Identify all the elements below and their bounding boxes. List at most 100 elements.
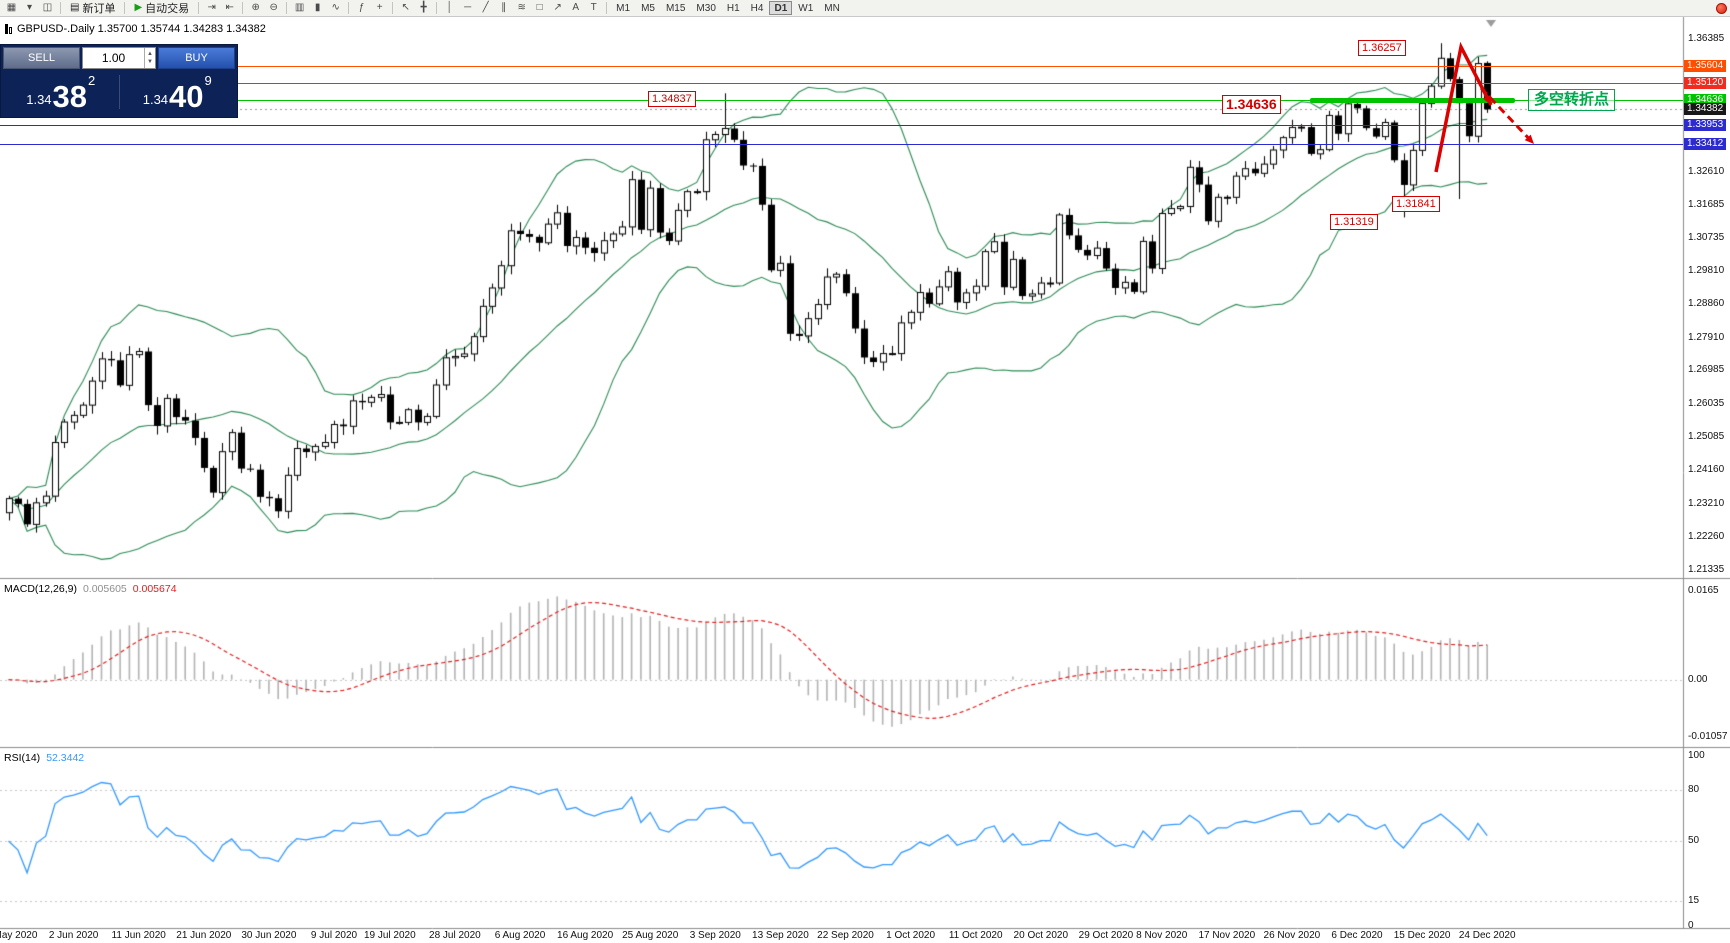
- zoom-out-button[interactable]: ⊖: [265, 1, 282, 16]
- auto-trading-label: 自动交易: [145, 3, 190, 15]
- price-label-annotation[interactable]: 1.34636: [1222, 95, 1281, 114]
- alerts-icon[interactable]: [1716, 2, 1727, 14]
- text-icon: A: [572, 2, 579, 13]
- macd-axis-label: 0.0165: [1688, 584, 1719, 596]
- price-axis-label: 1.26035: [1688, 397, 1725, 409]
- toolbar-separator: [392, 2, 394, 14]
- new-chart-icon: ▦: [6, 2, 17, 13]
- rsi-panel-splitter[interactable]: [0, 745, 1730, 750]
- price-axis-tag: 1.35120: [1684, 77, 1727, 90]
- line-chart-mode-icon: ∿: [331, 2, 340, 13]
- timeframe-m15-button[interactable]: M15: [661, 1, 690, 15]
- vertical-line-icon: │: [446, 2, 453, 13]
- macd-axis-label: -0.01057: [1688, 730, 1728, 742]
- price-axis-label: 1.36385: [1688, 32, 1725, 44]
- price-label-annotation[interactable]: 1.31319: [1330, 214, 1378, 230]
- zoom-in-button[interactable]: ⊕: [247, 1, 264, 16]
- new-chart-menu-button[interactable]: ▾: [21, 1, 38, 16]
- lot-size-field[interactable]: 1.00 ▲ ▼: [82, 47, 156, 69]
- horizontal-line-object[interactable]: [0, 125, 1683, 126]
- lot-increase-icon[interactable]: ▲: [147, 51, 153, 57]
- timeframe-mn-button[interactable]: MN: [819, 1, 845, 15]
- toolbar-separator: [124, 2, 126, 14]
- lot-size-value[interactable]: 1.00: [101, 51, 126, 65]
- toolbar-separator: [286, 2, 288, 14]
- price-axis-label: 1.30735: [1688, 232, 1725, 244]
- timeframe-m1-button[interactable]: M1: [611, 1, 635, 15]
- price-axis-tag: 1.35604: [1684, 60, 1727, 73]
- macd-main-value: 0.005605: [82, 583, 127, 595]
- line-chart-mode-button[interactable]: ∿: [327, 1, 344, 16]
- buy-price[interactable]: 1.34 40 9: [120, 69, 236, 115]
- fibonacci-button[interactable]: ≋: [513, 1, 530, 16]
- candlestick-mode-icon: ▮: [314, 2, 321, 13]
- timeframe-w1-button[interactable]: W1: [793, 1, 818, 15]
- timeframe-m5-button[interactable]: M5: [636, 1, 660, 15]
- rsi-value: 52.3442: [46, 752, 85, 764]
- add-indicator-icon: +: [376, 2, 383, 13]
- arrows-tool-button[interactable]: ↗: [549, 1, 566, 16]
- chart-shift-button[interactable]: ⇤: [221, 1, 238, 16]
- new-chart-button[interactable]: ▦: [3, 1, 20, 16]
- cursor-button[interactable]: ↖: [397, 1, 414, 16]
- horizontal-line-object[interactable]: [0, 83, 1683, 84]
- time-axis-label: 16 Aug 2020: [557, 930, 614, 941]
- time-axis-label: 8 Nov 2020: [1136, 930, 1188, 941]
- new-order-label: 新订单: [82, 3, 116, 15]
- indicators-button[interactable]: ƒ: [353, 1, 370, 16]
- toolbar-separator: [436, 2, 438, 14]
- support-zone-line[interactable]: [1310, 98, 1515, 103]
- horizontal-line-object[interactable]: [0, 66, 1683, 67]
- new-chart-menu-icon: ▾: [26, 2, 33, 13]
- time-axis-label: 29 Oct 2020: [1078, 930, 1134, 941]
- horizontal-line-button[interactable]: ─: [459, 1, 476, 16]
- add-indicator-button[interactable]: +: [371, 1, 388, 16]
- text-button[interactable]: A: [567, 1, 584, 16]
- timeframe-h4-button[interactable]: H4: [746, 1, 769, 15]
- price-axis-label: 1.31685: [1688, 198, 1725, 210]
- time-axis-label: 11 Jun 2020: [111, 930, 166, 941]
- timeframe-m30-button[interactable]: M30: [691, 1, 720, 15]
- scroll-to-end-button[interactable]: ⇥: [203, 1, 220, 16]
- chart-title: GBPUSD-.Daily 1.35700 1.35744 1.34283 1.…: [5, 23, 266, 35]
- macd-panel-splitter[interactable]: [0, 576, 1730, 581]
- price-label-annotation[interactable]: 1.34837: [648, 91, 696, 107]
- price-axis-label: 1.27910: [1688, 331, 1725, 343]
- price-axis-label: 1.24160: [1688, 464, 1725, 476]
- profiles-button[interactable]: ◫: [39, 1, 56, 16]
- candlestick-mode-button[interactable]: ▮: [309, 1, 326, 16]
- shapes-button[interactable]: □: [531, 1, 548, 16]
- price-label-annotation[interactable]: 1.36257: [1358, 40, 1406, 56]
- buy-button[interactable]: BUY: [158, 47, 235, 69]
- one-click-trading-panel: SELL 1.00 ▲ ▼ BUY 1.34 38 2 1.34 40 9: [0, 44, 238, 118]
- time-axis-label: 6 Dec 2020: [1331, 930, 1383, 941]
- note-annotation[interactable]: 多空转折点: [1528, 89, 1616, 111]
- time-axis-label: 3 Sep 2020: [689, 930, 741, 941]
- sell-button[interactable]: SELL: [3, 47, 80, 69]
- time-axis-label: 1 Oct 2020: [886, 930, 936, 941]
- vertical-line-button[interactable]: │: [441, 1, 458, 16]
- equidistant-channel-button[interactable]: ∥: [495, 1, 512, 16]
- price-label-annotation[interactable]: 1.31841: [1392, 196, 1440, 212]
- lot-spinner: ▲ ▼: [144, 48, 155, 68]
- lot-decrease-icon[interactable]: ▼: [147, 59, 153, 65]
- crosshair-button[interactable]: ╋: [415, 1, 432, 16]
- timeframe-h1-button[interactable]: H1: [722, 1, 745, 15]
- new-order-button[interactable]: ▤ 新订单: [65, 1, 120, 16]
- trendline-button[interactable]: ╱: [477, 1, 494, 16]
- timeframe-d1-button[interactable]: D1: [769, 1, 793, 15]
- sell-price[interactable]: 1.34 38 2: [3, 69, 119, 115]
- horizontal-line-object[interactable]: [0, 144, 1683, 145]
- equidistant-channel-icon: ∥: [501, 2, 507, 13]
- price-axis-tag: 1.33412: [1684, 137, 1727, 150]
- auto-trading-button[interactable]: ▶ 自动交易: [129, 1, 194, 16]
- sell-price-big-figure: 1.34: [26, 92, 52, 107]
- horizontal-line-object[interactable]: [0, 100, 1683, 101]
- rsi-name: RSI(14): [4, 752, 41, 764]
- bar-chart-mode-button[interactable]: ▥: [291, 1, 308, 16]
- toolbar-separator: [60, 2, 61, 14]
- text-label-button[interactable]: T: [585, 1, 602, 16]
- macd-indicator-label: MACD(12,26,9) 0.005605 0.005674: [4, 583, 177, 595]
